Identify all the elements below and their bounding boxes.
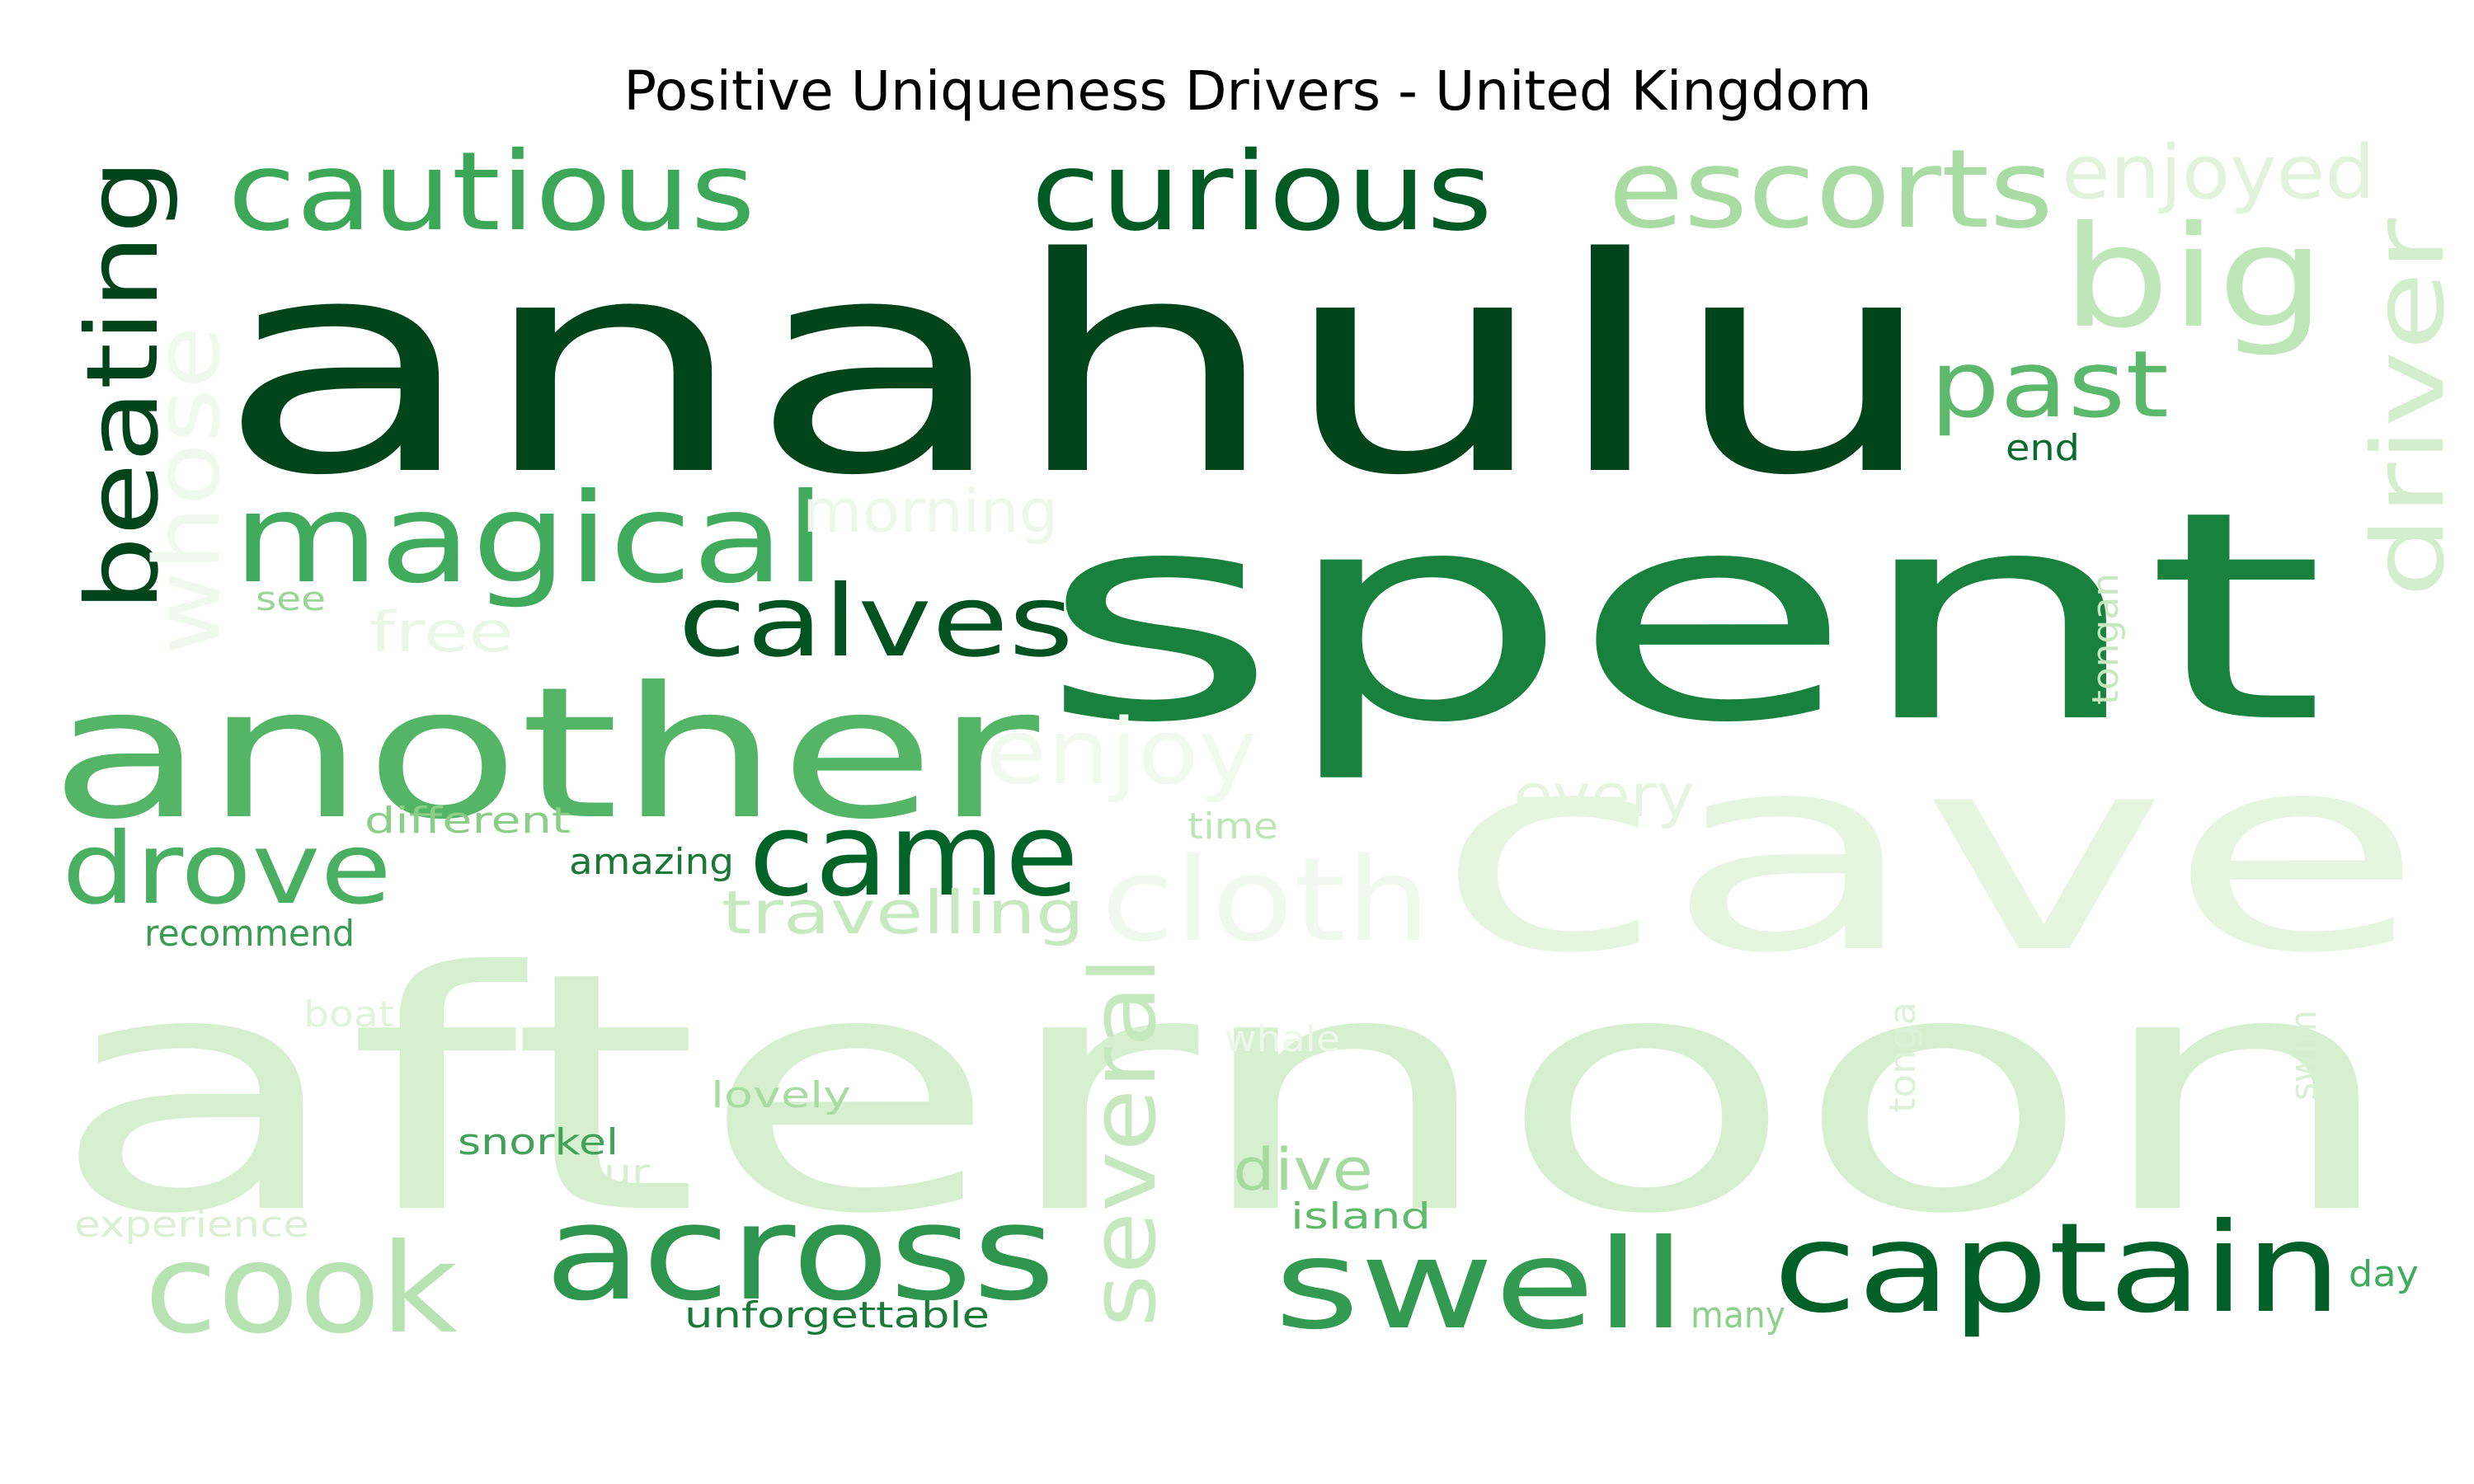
word-unforgettable: unforgettable (684, 1294, 990, 1336)
word-past: past (1930, 331, 2169, 439)
word-time: time (1188, 805, 1278, 848)
word-experience: experience (74, 1204, 309, 1246)
word-whose: whose (134, 326, 240, 655)
word-anahulu: anahulu (216, 195, 1940, 540)
word-see: see (256, 580, 326, 618)
word-morning: morning (802, 477, 1058, 546)
word-swell: swell (1274, 1214, 1686, 1357)
word-day: day (2349, 1253, 2419, 1295)
word-captain: captain (1773, 1197, 2342, 1341)
word-another: another (49, 648, 1040, 859)
word-travelling: travelling (722, 878, 1084, 947)
word-across: across (544, 1176, 1056, 1330)
word-calves: calves (678, 565, 1074, 679)
word-several: several (1070, 956, 1176, 1327)
word-enjoyed: enjoyed (2062, 129, 2375, 216)
word-came: came (749, 788, 1079, 923)
chart-title: Positive Uniqueness Drivers - United Kin… (623, 59, 1872, 123)
word-swim: swim (2283, 1010, 2325, 1101)
word-different: different (365, 800, 571, 842)
word-snorkel: snorkel (458, 1121, 618, 1163)
word-free: free (369, 600, 514, 665)
word-cloth: cloth (1101, 834, 1431, 968)
word-spent: spent (1039, 449, 2326, 786)
word-every: every (1513, 761, 1695, 830)
word-island: island (1291, 1195, 1431, 1237)
word-end: end (2006, 427, 2080, 469)
word-big: big (2062, 196, 2326, 359)
word-curious: curious (1031, 129, 1493, 256)
word-whale: whale (1225, 1018, 1340, 1060)
word-driver: driver (2352, 218, 2467, 598)
word-escorts: escorts (1608, 126, 2053, 253)
word-afternoon: afternoon (49, 903, 2400, 1286)
word-many: many (1691, 1294, 1785, 1336)
word-amazing: amazing (569, 841, 734, 883)
word-tonga: tonga (1882, 1002, 1924, 1113)
word-tour: tour (559, 1152, 651, 1194)
word-dive: dive (1233, 1136, 1373, 1204)
word-drove: drove (62, 812, 392, 927)
word-tongan: tongan (2085, 573, 2127, 705)
word-magical: magical (233, 467, 826, 611)
word-boat: boat (303, 993, 394, 1036)
word-cautious: cautious (228, 129, 755, 256)
word-cave: cave (1435, 696, 2425, 1012)
word-lovely: lovely (711, 1074, 851, 1116)
word-enjoy: enjoy (985, 699, 1258, 805)
word-recommend: recommend (144, 913, 355, 955)
word-beating: beating (66, 158, 181, 612)
word-cook: cook (144, 1218, 458, 1361)
